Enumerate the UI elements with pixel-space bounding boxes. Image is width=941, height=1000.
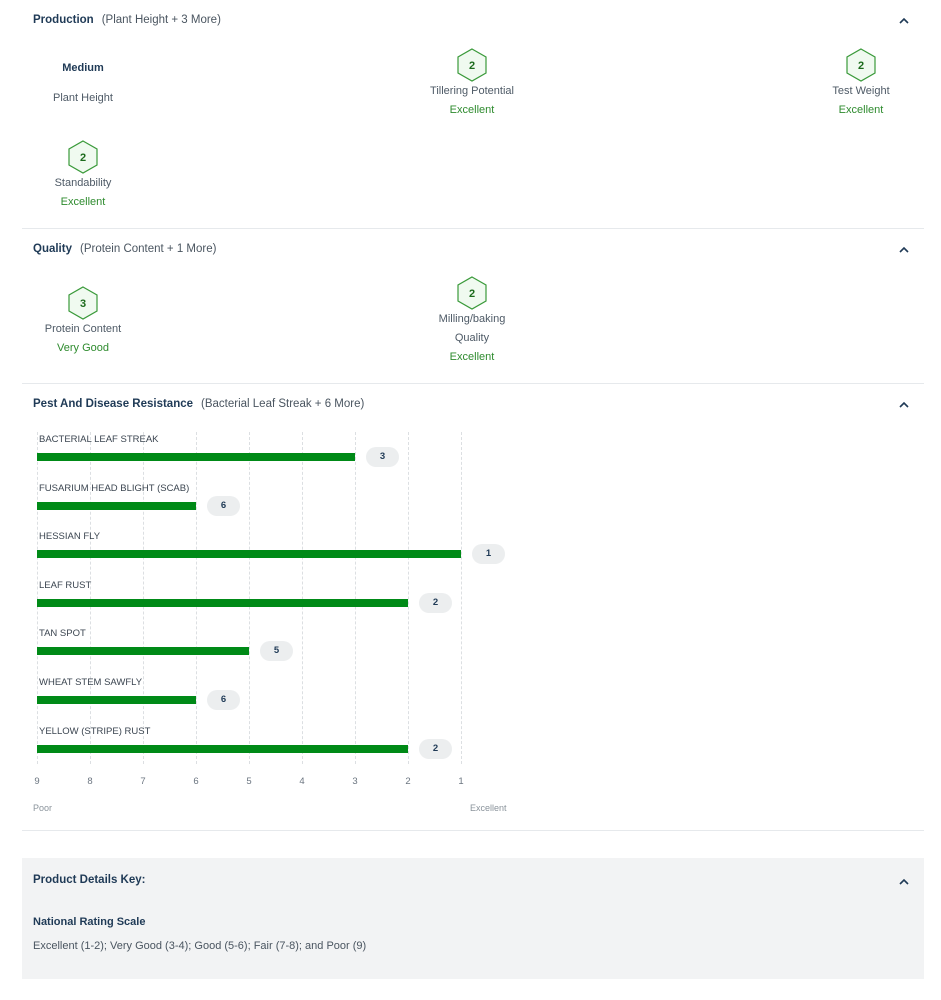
x-tick-label: 2 bbox=[405, 776, 411, 787]
production-section: Production (Plant Height + 3 More) Medium… bbox=[22, 9, 924, 225]
trait-milling-baking-quality: 2 Milling/baking Quality Excellent bbox=[402, 276, 542, 367]
standability-score: 2 bbox=[80, 152, 86, 164]
bar-label: LEAF RUST bbox=[39, 579, 92, 591]
milling-score: 2 bbox=[469, 288, 475, 300]
milling-label-line1: Milling/baking bbox=[438, 313, 506, 325]
bar bbox=[37, 453, 355, 461]
quality-subtitle: (Protein Content + 1 More) bbox=[79, 243, 217, 255]
test-weight-rating: Excellent bbox=[838, 104, 884, 116]
x-tick-label: 3 bbox=[352, 776, 358, 787]
chart-gridline bbox=[37, 432, 38, 764]
bar bbox=[37, 598, 408, 607]
pest-subtitle: (Bacterial Leaf Streak + 6 More) bbox=[201, 398, 365, 410]
chevron-up-icon[interactable] bbox=[898, 15, 910, 27]
x-tick-label: 7 bbox=[140, 776, 146, 787]
quality-title-text: Quality bbox=[33, 243, 72, 255]
key-title: Product Details Key: bbox=[33, 874, 146, 886]
standability-rating: Excellent bbox=[60, 196, 106, 208]
x-tick-label: 5 bbox=[246, 776, 252, 787]
section-divider bbox=[22, 383, 924, 384]
bar-value-label: 3 bbox=[366, 447, 399, 467]
chart-gridline bbox=[355, 432, 356, 764]
bar-label: YELLOW (STRIPE) RUST bbox=[39, 725, 151, 737]
quality-title: Quality (Protein Content + 1 More) bbox=[33, 243, 216, 255]
section-divider bbox=[22, 830, 924, 831]
bar bbox=[37, 647, 249, 656]
key-subtitle: National Rating Scale bbox=[33, 916, 146, 928]
test-weight-score: 2 bbox=[858, 60, 864, 72]
x-tick-label: 1 bbox=[458, 776, 464, 787]
quality-section: Quality (Protein Content + 1 More) 3 Prot… bbox=[22, 238, 924, 378]
bar-label: BACTERIAL LEAF STREAK bbox=[39, 434, 159, 445]
bar-value-label: 6 bbox=[207, 495, 240, 516]
plant-height-label: Plant Height bbox=[53, 92, 113, 104]
milling-label-line2: Quality bbox=[454, 332, 490, 344]
production-title-text: Production bbox=[33, 14, 94, 26]
trait-test-weight: 2 Test Weight Excellent bbox=[791, 48, 931, 120]
chart-gridline bbox=[90, 432, 91, 764]
standability-label: Standability bbox=[54, 177, 112, 189]
bar-value-label: 6 bbox=[207, 690, 240, 710]
trait-plant-height: Medium Plant Height bbox=[13, 61, 153, 108]
bar bbox=[37, 744, 408, 753]
protein-score: 3 bbox=[80, 298, 86, 310]
x-tick-label: 6 bbox=[193, 776, 199, 787]
section-divider bbox=[22, 228, 924, 229]
bar-label: WHEAT STEM SAWFLY bbox=[39, 677, 143, 688]
bar bbox=[37, 696, 196, 704]
trait-protein-content: 3 Protein Content Very Good bbox=[13, 286, 153, 358]
pest-title: Pest And Disease Resistance (Bacterial Le… bbox=[33, 398, 364, 410]
bar-value-label: 2 bbox=[419, 592, 452, 613]
tillering-rating: Excellent bbox=[449, 104, 495, 116]
bar-value-label: 2 bbox=[419, 738, 452, 759]
bar-label: FUSARIUM HEAD BLIGHT (SCAB) bbox=[39, 482, 190, 494]
chart-gridline bbox=[143, 432, 144, 764]
chart-gridline bbox=[461, 432, 462, 764]
hexagon-score-icon: 3 bbox=[68, 286, 98, 320]
pest-title-text: Pest And Disease Resistance bbox=[33, 398, 194, 410]
key-rating-scale-text: Excellent (1-2); Very Good (3-4); Good (… bbox=[33, 940, 367, 952]
trait-standability: 2 Standability Excellent bbox=[13, 140, 153, 212]
chart-gridline bbox=[302, 432, 303, 764]
chart-gridline bbox=[249, 432, 250, 764]
production-title: Production (Plant Height + 3 More) bbox=[33, 14, 221, 26]
quality-header[interactable]: Quality (Protein Content + 1 More) bbox=[22, 238, 924, 262]
bar-label: HESSIAN FLY bbox=[39, 531, 101, 543]
production-subtitle: (Plant Height + 3 More) bbox=[101, 14, 221, 26]
bar bbox=[37, 501, 196, 510]
pest-section-header-wrap: Pest And Disease Resistance (Bacterial Le… bbox=[22, 393, 924, 417]
protein-label: Protein Content bbox=[44, 323, 122, 335]
tillering-label: Tillering Potential bbox=[430, 85, 514, 97]
chevron-up-icon[interactable] bbox=[898, 876, 910, 888]
pest-header[interactable]: Pest And Disease Resistance (Bacterial Le… bbox=[22, 393, 924, 417]
plant-height-value: Medium bbox=[62, 62, 104, 74]
x-tick-label: 9 bbox=[34, 776, 40, 787]
milling-rating: Excellent bbox=[449, 351, 495, 363]
production-header[interactable]: Production (Plant Height + 3 More) bbox=[22, 9, 924, 33]
protein-rating: Very Good bbox=[57, 342, 109, 354]
hexagon-score-icon: 2 bbox=[846, 48, 876, 82]
tillering-score: 2 bbox=[469, 60, 475, 72]
product-details-key: Product Details Key: National Rating Sca… bbox=[22, 858, 924, 979]
bar-value-label: 1 bbox=[472, 544, 505, 565]
x-tick-label: 8 bbox=[87, 776, 93, 787]
test-weight-label: Test Weight bbox=[832, 85, 890, 97]
bar-value-label: 5 bbox=[260, 641, 293, 662]
chart-gridline bbox=[196, 432, 197, 764]
x-tick-label: 4 bbox=[299, 776, 305, 787]
hexagon-score-icon: 2 bbox=[68, 140, 98, 174]
bar bbox=[37, 550, 461, 559]
scale-excellent-label: Excellent bbox=[470, 803, 507, 813]
trait-tillering-potential: 2 Tillering Potential Excellent bbox=[402, 48, 542, 120]
bar-label: TAN SPOT bbox=[39, 628, 86, 640]
hexagon-score-icon: 2 bbox=[457, 48, 487, 82]
chevron-up-icon[interactable] bbox=[898, 244, 910, 256]
chart-gridline bbox=[408, 432, 409, 764]
chevron-up-icon[interactable] bbox=[898, 399, 910, 411]
hexagon-score-icon: 2 bbox=[457, 276, 487, 310]
scale-poor-label: Poor bbox=[33, 803, 53, 813]
